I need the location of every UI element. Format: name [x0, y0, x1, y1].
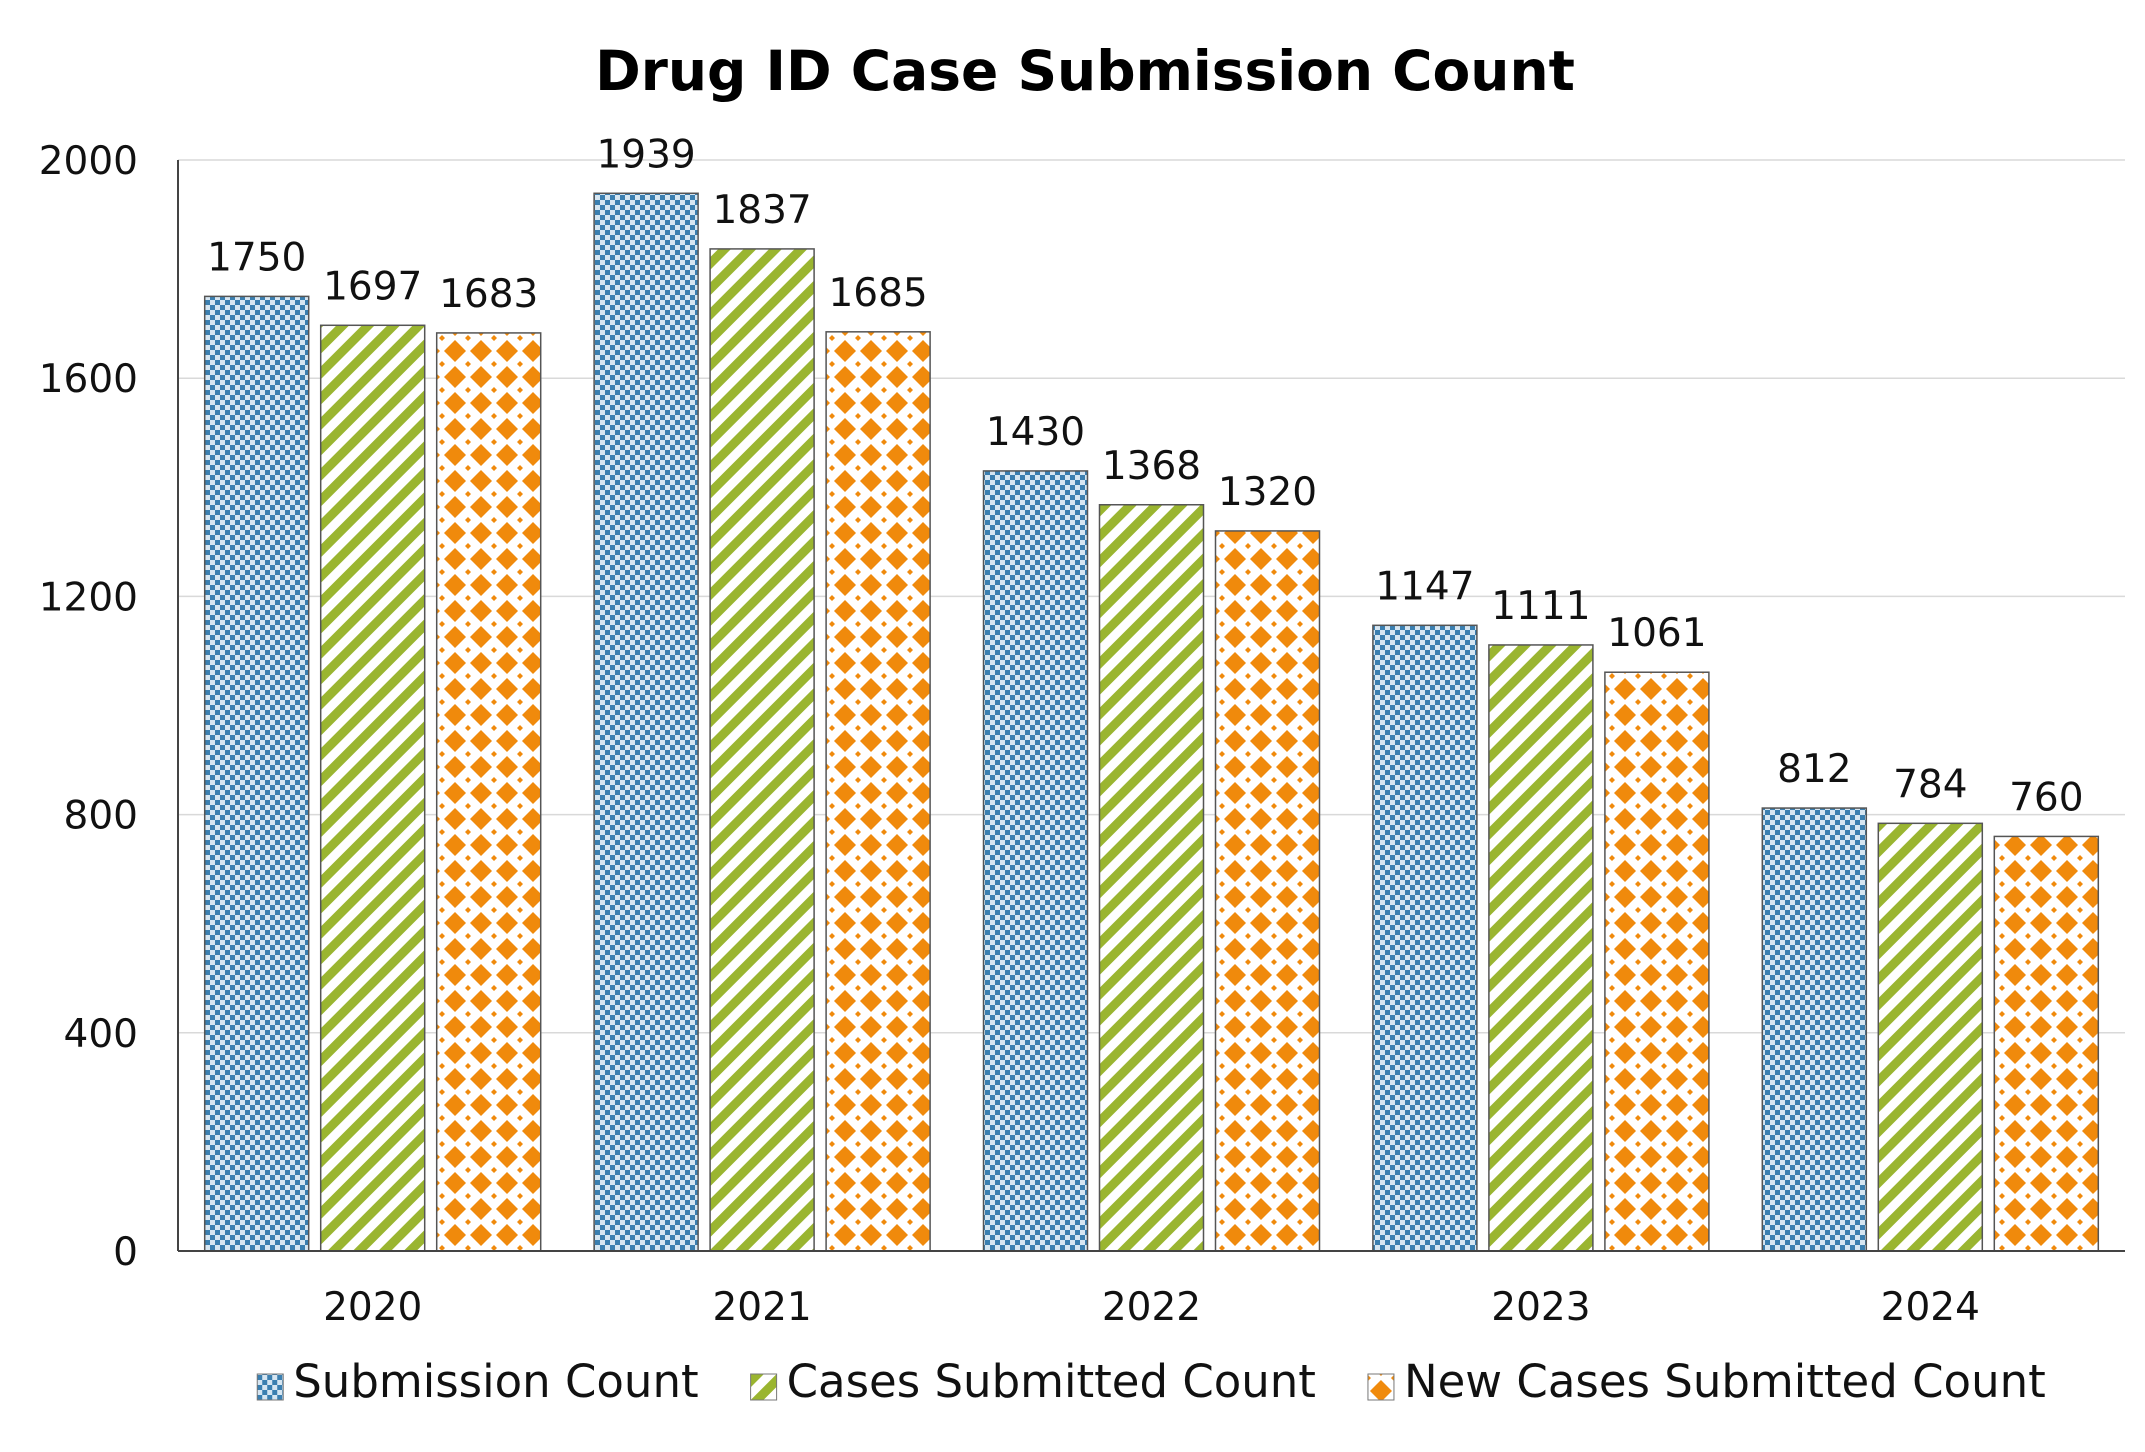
bar-new-cases-submitted-count-2023 — [1604, 671, 1710, 1252]
y-tick-label: 1600 — [39, 357, 138, 402]
legend-label: Submission Count — [293, 1355, 698, 1408]
chart-title: Drug ID Case Submission Count — [595, 39, 1575, 103]
y-tick-label: 0 — [113, 1230, 138, 1275]
legend-label: New Cases Submitted Count — [1404, 1355, 2046, 1408]
bar-cases-submitted-count-2022 — [1098, 504, 1205, 1252]
data-label: 1430 — [986, 410, 1085, 455]
bar-new-cases-submitted-count-2022 — [1214, 530, 1321, 1252]
data-label: 1697 — [323, 264, 422, 309]
legend-item: Submission Count — [256, 1355, 699, 1408]
y-axis-ticks: 0 400 800 1200 1600 2000 — [39, 139, 138, 1275]
data-label: 760 — [2009, 775, 2083, 820]
x-tick-label: 2023 — [1491, 1285, 1590, 1330]
legend-item: Cases Submitted Count — [750, 1355, 1316, 1408]
data-label: 1685 — [828, 271, 927, 316]
x-tick-label: 2020 — [323, 1285, 422, 1330]
legend-swatch — [1367, 1373, 1395, 1401]
bar-submission-count-2024 — [1761, 807, 1868, 1252]
bar-cases-submitted-count-2021 — [709, 248, 815, 1252]
bar-cases-submitted-count-2020 — [319, 324, 426, 1252]
legend: Submission Count Cases Submitted Count New… — [256, 1355, 2046, 1408]
data-label: 1683 — [439, 272, 538, 317]
bar-submission-count-2022 — [982, 470, 1089, 1252]
data-label: 1750 — [207, 235, 306, 280]
legend-swatch — [256, 1373, 284, 1401]
bar-new-cases-submitted-count-2024 — [1993, 835, 2100, 1252]
x-tick-label: 2022 — [1102, 1285, 1201, 1330]
data-label: 1939 — [596, 132, 695, 177]
bars — [203, 192, 2100, 1252]
legend-swatch — [750, 1373, 778, 1401]
data-label: 1837 — [712, 188, 811, 233]
data-label: 812 — [1777, 747, 1851, 792]
bar-submission-count-2023 — [1372, 624, 1478, 1252]
y-tick-label: 400 — [64, 1012, 138, 1057]
y-tick-label: 2000 — [39, 139, 138, 184]
x-tick-label: 2021 — [712, 1285, 811, 1330]
data-label: 784 — [1893, 762, 1967, 807]
legend-item: New Cases Submitted Count — [1367, 1355, 2046, 1408]
x-tick-label: 2024 — [1881, 1285, 1980, 1330]
x-axis-ticks: 2020 2021 2022 2023 2024 — [323, 1285, 1980, 1330]
data-label: 1061 — [1607, 611, 1706, 656]
y-tick-label: 800 — [64, 794, 138, 839]
data-label: 1111 — [1491, 584, 1590, 629]
data-label: 1368 — [1102, 444, 1201, 489]
bar-new-cases-submitted-count-2021 — [825, 331, 931, 1252]
data-labels: 1750 1697 1683 1939 1837 1685 1430 1368 1320 1147… — [207, 132, 2083, 820]
y-tick-label: 1200 — [39, 575, 138, 620]
bar-new-cases-submitted-count-2020 — [435, 332, 542, 1252]
data-label: 1320 — [1218, 470, 1317, 515]
data-label: 1147 — [1375, 564, 1474, 609]
bar-cases-submitted-count-2024 — [1877, 822, 1984, 1252]
bar-submission-count-2020 — [203, 295, 310, 1252]
bar-cases-submitted-count-2023 — [1488, 644, 1594, 1252]
legend-label: Cases Submitted Count — [787, 1355, 1316, 1408]
bar-submission-count-2021 — [593, 192, 699, 1252]
